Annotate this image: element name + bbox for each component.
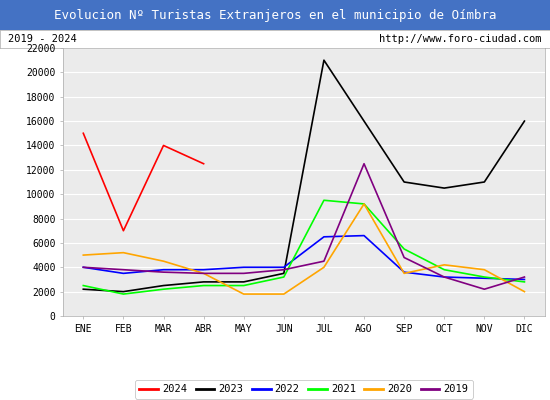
Text: 2019 - 2024: 2019 - 2024 xyxy=(8,34,77,44)
Text: http://www.foro-ciudad.com: http://www.foro-ciudad.com xyxy=(379,34,542,44)
Legend: 2024, 2023, 2022, 2021, 2020, 2019: 2024, 2023, 2022, 2021, 2020, 2019 xyxy=(135,380,472,398)
Text: Evolucion Nº Turistas Extranjeros en el municipio de Oímbra: Evolucion Nº Turistas Extranjeros en el … xyxy=(54,8,496,22)
